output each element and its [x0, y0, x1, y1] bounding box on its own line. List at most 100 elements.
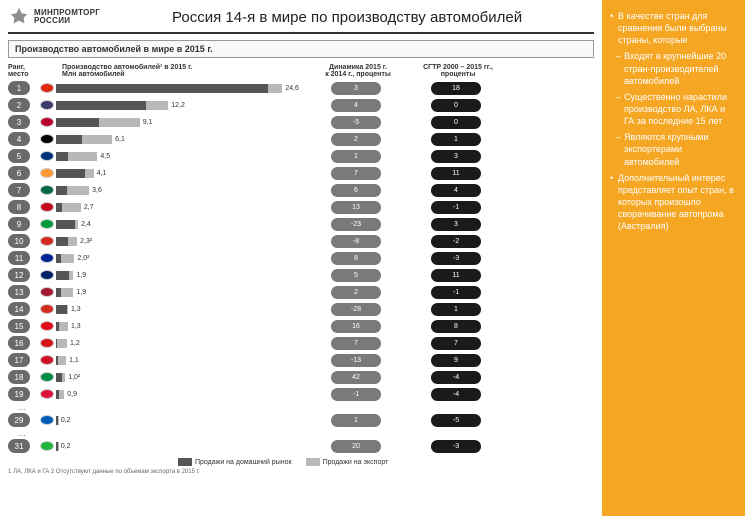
bar-value-label: 4,1: [97, 170, 107, 177]
rank-pill: 13: [8, 285, 30, 299]
country-flag-icon: [40, 389, 54, 399]
chart-rows: 124,6318212,24039,1-5046,12154,51364,171…: [8, 80, 594, 454]
dynamics-pill: -28: [331, 303, 381, 316]
bar-value-label: 2,7: [84, 204, 94, 211]
bar-value-label: 1,2: [70, 340, 80, 347]
table-row: 112,0²8-3: [8, 250, 594, 266]
table-row: 46,121: [8, 131, 594, 147]
rank-pill: 16: [8, 336, 30, 350]
cagr-pill: 0: [431, 99, 481, 112]
cagr-pill: 7: [431, 337, 481, 350]
dynamics-pill: 2: [331, 286, 381, 299]
rank-pill: 14: [8, 302, 30, 316]
country-flag-icon: [40, 304, 54, 314]
sidebar-item: Дополнительный интерес представляет опыт…: [610, 172, 737, 233]
country-flag-icon: [40, 83, 54, 93]
rank-pill: 3: [8, 115, 30, 129]
rank-pill: 10: [8, 234, 30, 248]
cagr-pill: 18: [431, 82, 481, 95]
bar: 9,1: [56, 117, 306, 127]
legend-domestic: Продажи на домашний рынок: [178, 458, 292, 466]
table-row: 7 3,6 6 4: [8, 182, 594, 198]
cagr-pill: -4: [431, 371, 481, 384]
bar: 2,0²: [56, 253, 306, 263]
col-header-bar: Производство автомобилей¹ в 2015 г. Млн …: [58, 64, 308, 78]
rank-pill: 2: [8, 98, 30, 112]
bar-value-label: 0,2: [61, 443, 71, 450]
country-flag-icon: [40, 253, 54, 263]
page-title: Россия 14-я в мире по производству автом…: [100, 9, 594, 26]
country-flag-icon: [40, 287, 54, 297]
rank-pill: 17: [8, 353, 30, 367]
bar: 2,7: [56, 202, 306, 212]
country-flag-icon: [40, 219, 54, 229]
table-row: 310,220-3: [8, 438, 594, 454]
sidebar-item: Существенно нарастили производство ЛА, Л…: [610, 91, 737, 127]
cagr-pill: 4: [431, 184, 481, 197]
table-row: 12 1,9 5 11: [8, 267, 594, 283]
country-flag-icon: [40, 338, 54, 348]
col-header-rank: Ранг, место: [8, 64, 38, 78]
bar-value-label: 6,1: [115, 136, 125, 143]
dynamics-pill: 7: [331, 167, 381, 180]
bar-value-label: 12,2: [171, 102, 185, 109]
rank-pill: 11: [8, 251, 30, 265]
sidebar-item: В качестве стран для сравнения были выбр…: [610, 10, 737, 46]
table-row: 3 9,1 -5 0: [8, 114, 594, 130]
country-flag-icon: [40, 415, 54, 425]
country-flag-icon: [40, 100, 54, 110]
cagr-pill: 1: [431, 303, 481, 316]
dynamics-pill: -5: [331, 116, 381, 129]
country-flag-icon: [40, 372, 54, 382]
dynamics-pill: 6: [331, 184, 381, 197]
bar: 3,6: [56, 185, 306, 195]
dynamics-pill: 20: [331, 440, 381, 453]
country-flag-icon: [40, 202, 54, 212]
rank-pill: 15: [8, 319, 30, 333]
cagr-pill: 11: [431, 269, 481, 282]
table-row: 171,1-139: [8, 352, 594, 368]
bar-value-label: 1,3: [71, 323, 81, 330]
table-row: 54,513: [8, 148, 594, 164]
cagr-pill: 0: [431, 116, 481, 129]
table-row: 92,4-233: [8, 216, 594, 232]
rank-pill: 7: [8, 183, 30, 197]
cagr-pill: 3: [431, 218, 481, 231]
bar-value-label: 1,1: [69, 357, 79, 364]
bar: 1,3: [56, 304, 306, 314]
cagr-pill: -3: [431, 440, 481, 453]
bar: 6,1: [56, 134, 306, 144]
main-panel: МИНПРОМТОРГ РОССИИ Россия 14-я в мире по…: [0, 0, 602, 516]
bar-value-label: 1,9: [76, 272, 86, 279]
dynamics-pill: 16: [331, 320, 381, 333]
dynamics-pill: 5: [331, 269, 381, 282]
table-row: 124,6318: [8, 80, 594, 96]
dynamics-pill: 4: [331, 99, 381, 112]
bar-value-label: 0,9: [67, 391, 77, 398]
bar: 2,4: [56, 219, 306, 229]
sidebar: В качестве стран для сравнения были выбр…: [602, 0, 745, 516]
bar-value-label: 3,6: [92, 187, 102, 194]
table-row: 151,3168: [8, 318, 594, 334]
bar: 1,2: [56, 338, 306, 348]
country-flag-icon: [40, 117, 54, 127]
table-row: 64,1711: [8, 165, 594, 181]
cagr-pill: 3: [431, 150, 481, 163]
subtitle-box: Производство автомобилей в мире в 2015 г…: [8, 40, 594, 58]
sidebar-item: Входят в крупнейшие 20 стран-производите…: [610, 50, 737, 86]
cagr-pill: -1: [431, 286, 481, 299]
chart-area: Ранг, место Производство автомобилей¹ в …: [8, 64, 594, 475]
rank-pill: 1: [8, 81, 30, 95]
bar: 0,2: [56, 441, 306, 451]
dynamics-pill: -13: [331, 354, 381, 367]
col-header-dyn: Динамика 2015 г. к 2014 г., проценты: [308, 64, 408, 78]
bar: 1,1: [56, 355, 306, 365]
ministry-logo-icon: [8, 6, 30, 28]
rank-pill: 18: [8, 370, 30, 384]
bar-value-label: 2,3²: [80, 238, 92, 245]
country-flag-icon: [40, 321, 54, 331]
dynamics-pill: 1: [331, 414, 381, 427]
rank-pill: 12: [8, 268, 30, 282]
bar-value-label: 1,9: [76, 289, 86, 296]
dynamics-pill: -8: [331, 235, 381, 248]
